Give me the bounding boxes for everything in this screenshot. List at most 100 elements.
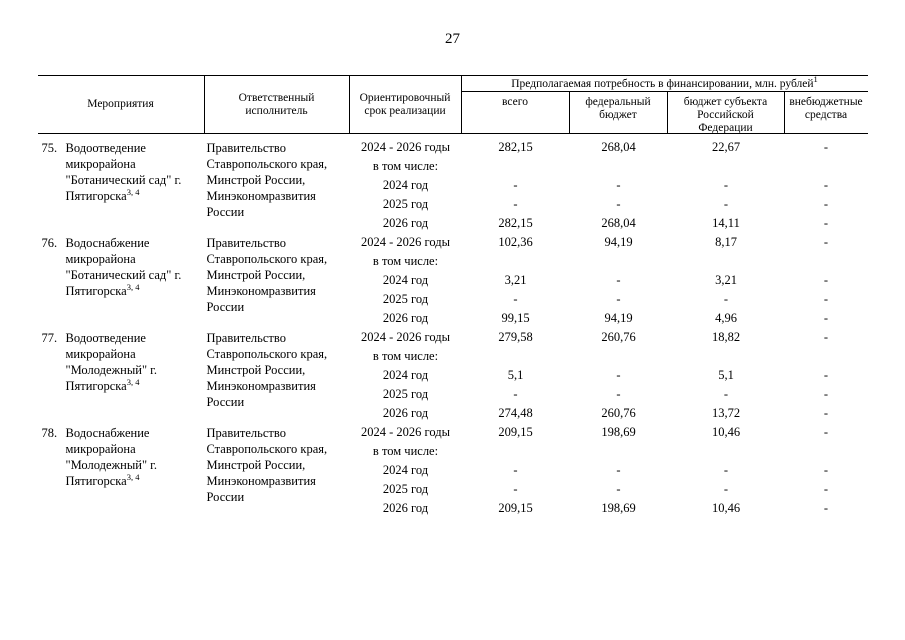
activity-title: Водоотведение микрорайона "Молодежный" г… — [66, 330, 199, 394]
table-row: 77. Водоотведение микрорайона "Молодежный… — [38, 328, 868, 423]
value-cell: - — [823, 197, 829, 211]
activity-title-text: Водоотведение микрорайона "Ботанический … — [65, 141, 182, 203]
activity-cell: 78. Водоснабжение микрорайона "Молодежный… — [38, 423, 205, 518]
header-total: всего — [462, 92, 570, 133]
activity-title-text: Водоснабжение микрорайона "Молодежный" г… — [65, 426, 158, 488]
term-label: в том числе: — [372, 159, 439, 173]
value-cell: 102,36 — [498, 235, 533, 249]
value-cell: - — [616, 482, 621, 496]
footnote-marker: 3, 4 — [126, 281, 140, 292]
table-row: 76. Водоснабжение микрорайона "Ботаническ… — [38, 233, 868, 328]
value-cell: 18,82 — [711, 330, 741, 344]
term-label: 2026 год — [382, 406, 429, 420]
term-label: 2025 год — [382, 387, 429, 401]
executor-cell: Правительство Ставропольского края, Минс… — [206, 331, 328, 409]
value-cell: 260,76 — [601, 406, 636, 420]
value-cell: - — [823, 368, 829, 382]
header-activity: Мероприятия — [38, 76, 205, 133]
value-cell: 260,76 — [601, 330, 636, 344]
value-cell: - — [823, 406, 829, 420]
value-cell: 22,67 — [711, 140, 741, 154]
value-cell: 209,15 — [498, 425, 533, 439]
header-financing-text: Предполагаемая потребность в финансирова… — [511, 78, 814, 90]
value-cell: 279,58 — [498, 330, 533, 344]
value-cell: - — [823, 216, 829, 230]
value-cell: - — [513, 482, 518, 496]
term-label: 2026 год — [382, 501, 429, 515]
value-cell: - — [823, 425, 829, 439]
activity-cell: 75. Водоотведение микрорайона "Ботаническ… — [38, 138, 205, 233]
table-row: 75. Водоотведение микрорайона "Ботаническ… — [38, 138, 868, 233]
value-cell: - — [823, 235, 829, 249]
activity-cell: 76. Водоснабжение микрорайона "Ботаническ… — [38, 233, 205, 328]
footnote-marker: 3, 4 — [126, 471, 140, 482]
value-cell: - — [723, 387, 729, 401]
value-cell — [668, 347, 785, 366]
value-cell: - — [823, 273, 829, 287]
value-cell: 268,04 — [601, 140, 636, 154]
footnote-marker: 3, 4 — [126, 376, 140, 387]
value-cell: - — [513, 292, 518, 306]
value-cell: - — [513, 463, 518, 477]
value-cell — [668, 252, 785, 271]
value-cell: 94,19 — [604, 235, 633, 249]
value-cell: - — [616, 387, 621, 401]
value-cell: - — [616, 273, 621, 287]
term-label: 2025 год — [382, 197, 429, 211]
value-cell — [570, 347, 668, 366]
table-row: 78. Водоснабжение микрорайона "Молодежный… — [38, 423, 868, 518]
header-extrabudgetary: внебюджетные средства — [789, 96, 863, 121]
value-cell: - — [616, 178, 621, 192]
value-cell: - — [616, 197, 621, 211]
row-number: 77. — [41, 331, 58, 345]
value-cell — [785, 442, 868, 461]
value-cell — [570, 157, 668, 176]
header-term: Ориентировочный срок реализации — [350, 76, 462, 133]
term-label: 2025 год — [382, 292, 429, 306]
footnote-marker: 3, 4 — [126, 186, 140, 197]
value-cell: - — [723, 292, 729, 306]
value-cell — [462, 442, 570, 461]
value-cell: - — [823, 387, 829, 401]
value-cell: - — [723, 463, 729, 477]
value-cell: - — [616, 292, 621, 306]
value-cell: 8,17 — [715, 235, 737, 249]
value-cell: - — [723, 178, 729, 192]
term-label: 2024 - 2026 годы — [360, 235, 450, 249]
value-cell — [570, 442, 668, 461]
row-number: 78. — [41, 426, 58, 440]
value-cell: 3,21 — [715, 273, 737, 287]
header-regional-budget: бюджет субъекта Российской Федерации — [668, 92, 785, 134]
value-cell — [570, 252, 668, 271]
header-federal-budget: федеральный бюджет — [570, 92, 668, 133]
value-cell: 198,69 — [601, 425, 636, 439]
term-label: 2024 - 2026 годы — [360, 140, 450, 154]
executor-cell: Правительство Ставропольского края, Минс… — [206, 426, 328, 504]
term-label: в том числе: — [372, 254, 439, 268]
value-cell: 3,21 — [504, 273, 527, 287]
term-label: 2024 - 2026 годы — [360, 330, 450, 344]
value-cell: 282,15 — [498, 140, 533, 154]
value-cell: - — [723, 197, 729, 211]
value-cell: - — [513, 178, 518, 192]
activity-cell: 77. Водоотведение микрорайона "Молодежный… — [38, 328, 205, 423]
row-number: 76. — [41, 236, 58, 250]
value-cell: - — [823, 140, 829, 154]
term-label: 2024 год — [382, 273, 429, 287]
value-cell: - — [616, 368, 621, 382]
term-label: 2024 год — [382, 463, 429, 477]
value-cell: - — [513, 197, 518, 211]
term-label: в том числе: — [372, 444, 439, 458]
table-body: 75. Водоотведение микрорайона "Ботаническ… — [38, 134, 868, 518]
value-cell — [785, 157, 868, 176]
value-cell — [785, 347, 868, 366]
value-cell: 5,1 — [507, 368, 524, 382]
value-cell: - — [616, 463, 621, 477]
header-executor: Ответственный исполнитель — [205, 76, 350, 133]
value-cell: 14,11 — [712, 216, 740, 230]
value-cell: 94,19 — [604, 311, 633, 325]
value-cell: - — [723, 482, 729, 496]
table-header: Мероприятия Ответственный исполнитель Ор… — [37, 75, 868, 134]
activity-title: Водоотведение микрорайона "Ботанический … — [66, 140, 199, 204]
term-label: 2026 год — [382, 216, 429, 230]
